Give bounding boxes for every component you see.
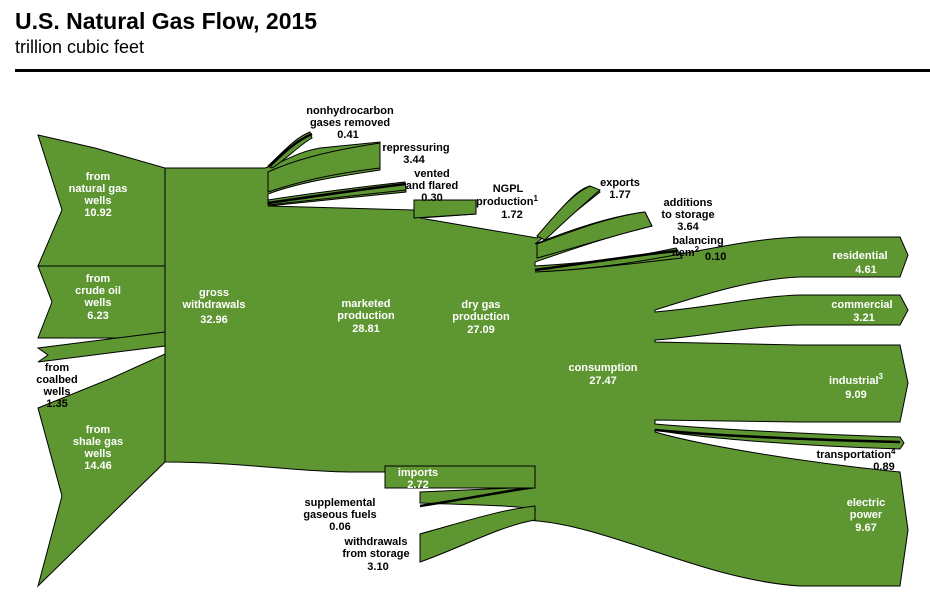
marketed-production-value: 28.81 xyxy=(352,323,380,335)
shale-gas-wells-value: 14.46 xyxy=(84,460,112,472)
commercial-label: commercial xyxy=(831,299,892,311)
crude-oil-wells-flow xyxy=(37,265,166,339)
natural-gas-wells-label-1: from xyxy=(86,171,111,183)
ngpl-label-2: production1 xyxy=(476,194,538,208)
supplemental-fuels-line xyxy=(419,485,536,508)
coalbed-wells-flow xyxy=(36,331,166,363)
figure-title: U.S. Natural Gas Flow, 2015 xyxy=(15,8,318,34)
additions-storage-flow xyxy=(536,211,653,259)
crude-oil-wells-label-2: crude oil xyxy=(75,285,121,297)
balancing-item-line xyxy=(534,249,677,272)
supplemental-fuels-value: 0.06 xyxy=(329,521,350,533)
shale-gas-wells-label-2: shale gas xyxy=(73,436,123,448)
balancing-item-label-1: balancing xyxy=(672,235,723,247)
main-trunk xyxy=(164,141,909,587)
transportation-value: 0.89 xyxy=(873,461,894,473)
figure-subtitle: trillion cubic feet xyxy=(15,37,145,57)
residential-label: residential xyxy=(832,250,887,262)
vented-line xyxy=(267,182,407,205)
dry-gas-production-label-1: dry gas xyxy=(461,299,500,311)
gross-withdrawals-label-1: gross xyxy=(199,287,229,299)
crude-oil-wells-label-1: from xyxy=(86,273,111,285)
transportation-label: transportation4 xyxy=(816,447,896,461)
consumption-value: 27.47 xyxy=(589,375,617,387)
natural-gas-wells-label-3: wells xyxy=(84,195,112,207)
balancing-item-footnote: 2 xyxy=(695,245,700,254)
balancing-item-value: 0.10 xyxy=(705,251,726,263)
nonhydrocarbon-line xyxy=(269,132,313,167)
electric-power-label-2: power xyxy=(850,509,883,521)
dry-gas-production-label-2: production xyxy=(452,311,510,323)
repressuring-label: repressuring xyxy=(382,142,449,154)
withdrawals-storage-label-2: from storage xyxy=(342,548,409,560)
coalbed-wells-value: 1.35 xyxy=(46,398,67,410)
industrial-label-text: industrial xyxy=(829,375,879,387)
residential-value: 4.61 xyxy=(855,264,876,276)
nonhydrocarbon-label-1: nonhydrocarbon xyxy=(306,105,394,117)
marketed-production-label-2: production xyxy=(337,310,395,322)
natural-gas-wells-label-2: natural gas xyxy=(69,183,128,195)
imports-flow xyxy=(384,465,536,489)
additions-storage-label-1: additions xyxy=(664,197,713,209)
withdrawals-storage-label-1: withdrawals xyxy=(344,536,408,548)
crude-oil-wells-label-3: wells xyxy=(84,297,112,309)
additions-storage-value: 3.64 xyxy=(677,221,699,233)
shale-gas-wells-label-3: wells xyxy=(84,448,112,460)
imports-value: 2.72 xyxy=(407,479,428,491)
electric-power-label-1: electric xyxy=(847,497,886,509)
withdrawals-storage-flow xyxy=(419,505,536,563)
repressuring-flow xyxy=(267,142,381,193)
industrial-value: 9.09 xyxy=(845,389,866,401)
supplemental-fuels-label-1: supplemental xyxy=(305,497,376,509)
commercial-value: 3.21 xyxy=(853,312,874,324)
coalbed-wells-label-3: wells xyxy=(43,386,71,398)
coalbed-wells-label-2: coalbed xyxy=(36,374,78,386)
imports-label: imports xyxy=(398,467,438,479)
ngpl-flow xyxy=(413,199,477,219)
balancing-item-label-2-text: item xyxy=(672,247,695,259)
repressuring-value: 3.44 xyxy=(403,154,425,166)
balancing-item-label-2: item2 xyxy=(672,245,700,259)
transportation-line xyxy=(654,428,901,444)
industrial-label: industrial3 xyxy=(829,372,884,387)
shale-gas-wells-label-1: from xyxy=(86,424,111,436)
nonhydrocarbon-label-2: gases removed xyxy=(310,117,390,129)
electric-power-value: 9.67 xyxy=(855,522,876,534)
ngpl-label-2-text: production xyxy=(476,196,534,208)
withdrawals-storage-value: 3.10 xyxy=(367,561,388,573)
exports-flow xyxy=(536,185,601,241)
exports-value: 1.77 xyxy=(609,189,630,201)
industrial-footnote: 3 xyxy=(879,372,884,381)
coalbed-wells-label-1: from xyxy=(45,362,70,374)
crude-oil-wells-value: 6.23 xyxy=(87,310,108,322)
marketed-production-label-1: marketed xyxy=(342,298,391,310)
exports-label: exports xyxy=(600,177,640,189)
vented-flared-value: 0.30 xyxy=(421,192,442,204)
ngpl-label-1: NGPL xyxy=(493,183,524,195)
transportation-footnote: 4 xyxy=(891,447,896,456)
vented-flared-label-1: vented xyxy=(414,168,449,180)
transportation-label-text: transportation xyxy=(816,449,891,461)
nonhydrocarbon-value: 0.41 xyxy=(337,129,358,141)
consumption-label: consumption xyxy=(568,362,637,374)
title-rule xyxy=(15,69,930,72)
natural-gas-wells-value: 10.92 xyxy=(84,207,112,219)
ngpl-footnote: 1 xyxy=(533,194,538,203)
dry-gas-production-value: 27.09 xyxy=(467,324,495,336)
vented-flared-label-2: and flared xyxy=(406,180,459,192)
gross-withdrawals-value: 32.96 xyxy=(200,314,228,326)
gross-withdrawals-label-2: withdrawals xyxy=(182,299,246,311)
ngpl-value: 1.72 xyxy=(501,209,522,221)
supplemental-fuels-label-2: gaseous fuels xyxy=(303,509,376,521)
additions-storage-label-2: to storage xyxy=(661,209,714,221)
